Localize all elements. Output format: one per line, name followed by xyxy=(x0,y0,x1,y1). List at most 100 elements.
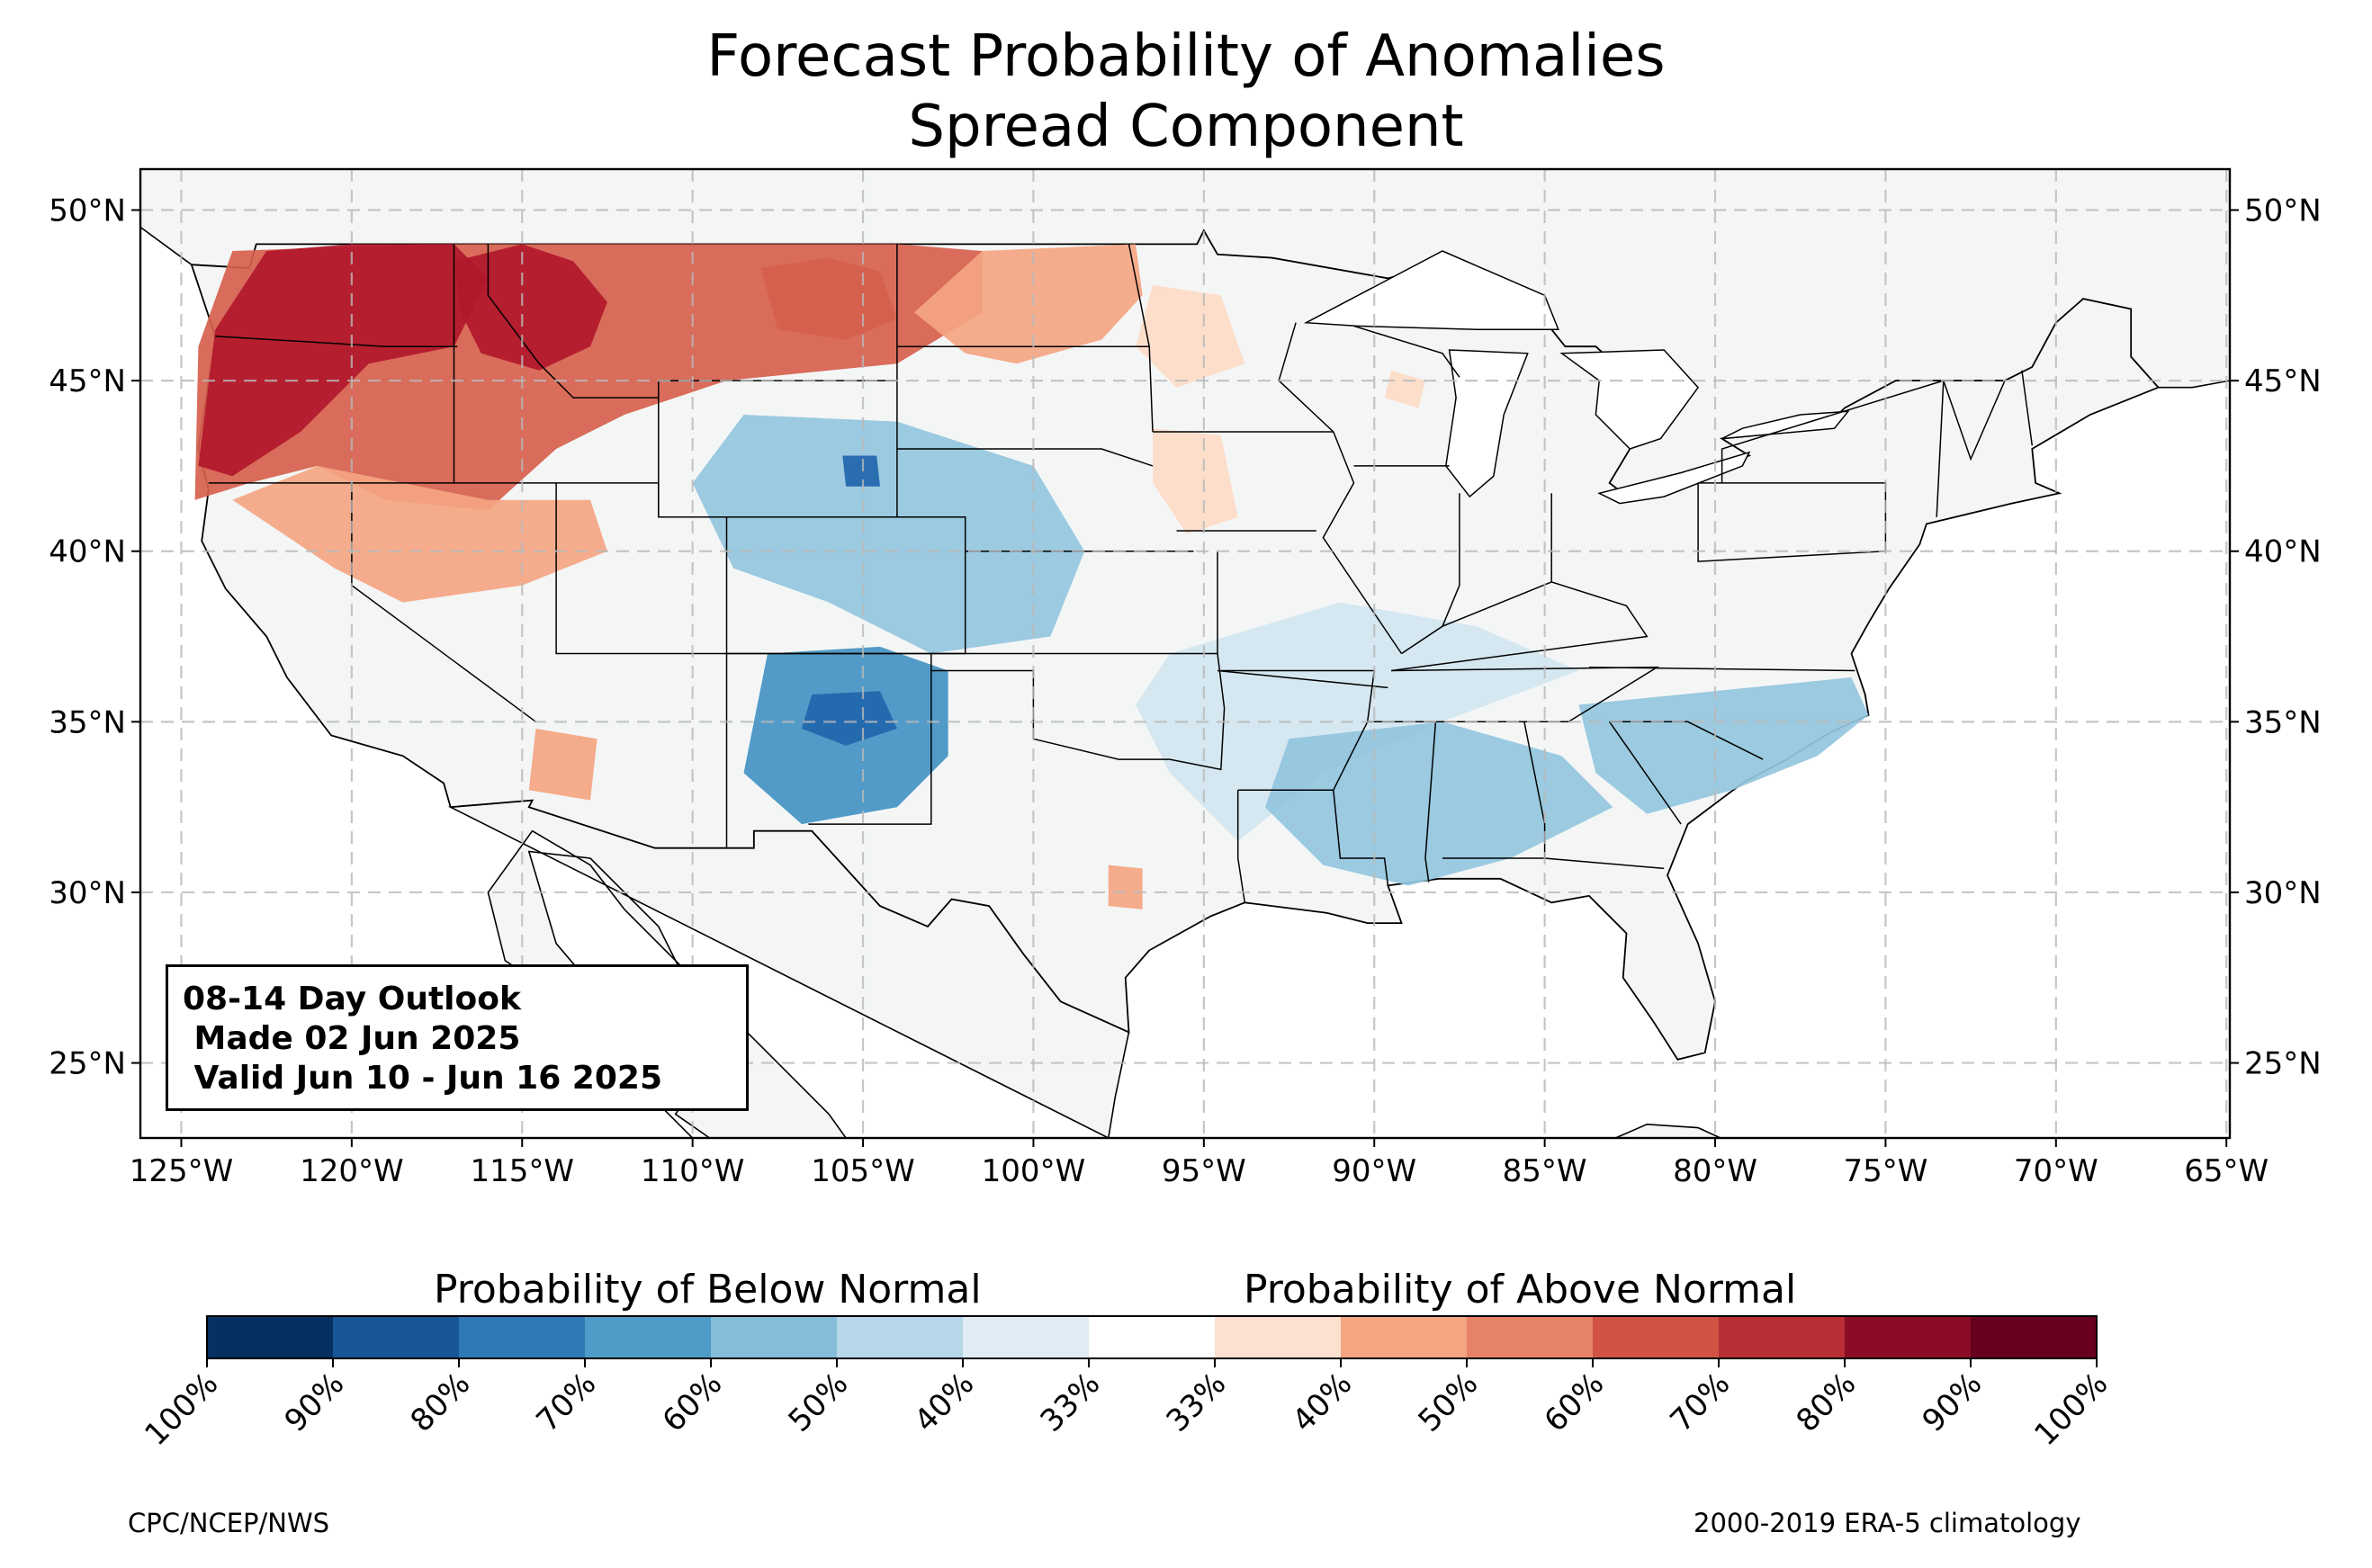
colorbar-segment-3 xyxy=(585,1316,712,1358)
lake-ontario xyxy=(1721,410,1850,440)
plot-frame xyxy=(139,167,2232,1140)
lon-tick-label: 125°W xyxy=(130,1153,234,1189)
colorbar-tick-label: 100% xyxy=(2027,1366,2115,1453)
lon-tick-label: 75°W xyxy=(1843,1153,1927,1189)
colorbar-tick-label: 33% xyxy=(1034,1366,1108,1439)
colorbar-tick-label: 50% xyxy=(782,1366,856,1439)
colorbar-frame xyxy=(206,1315,2098,1359)
colorbar-tick-label: 90% xyxy=(1916,1366,1990,1439)
lake-superior xyxy=(1303,250,1559,330)
lat-tick-label-right: 30°N xyxy=(2244,875,2322,911)
above-region-idaho-montana-core xyxy=(454,244,607,371)
lon-tick-label: 80°W xyxy=(1673,1153,1757,1189)
below-region-wyoming-core xyxy=(842,455,880,487)
colorbar-tick-label: 100% xyxy=(138,1366,225,1453)
outlook-period: 08-14 Day Outlook xyxy=(183,981,521,1017)
border-nm-tx xyxy=(808,653,932,825)
lon-tick-label: 115°W xyxy=(470,1153,574,1189)
colorbar-segment-6 xyxy=(963,1316,1090,1358)
colorbar-tick-label: 50% xyxy=(1412,1366,1486,1439)
above-region-upper-midwest xyxy=(1136,284,1245,388)
border-me-nh xyxy=(2021,370,2034,446)
colorbar-tick-label: 33% xyxy=(1160,1366,1234,1439)
lake-erie xyxy=(1597,451,1751,505)
map-layers xyxy=(140,169,2230,1138)
lat-tick-label-left: 45°N xyxy=(49,363,126,399)
outlook-valid-range: Valid Jun 10 - Jun 16 2025 xyxy=(183,1060,663,1097)
border-vt xyxy=(1943,380,2006,461)
colorbar-segment-9 xyxy=(1341,1316,1468,1358)
colorbar-tick-label: 60% xyxy=(656,1366,730,1439)
footer-climatology: 2000-2019 ERA-5 climatology xyxy=(1694,1508,2081,1538)
below-region-carolinas xyxy=(1578,677,1869,814)
colorbar-tick-label: 60% xyxy=(1538,1366,1612,1439)
lake-huron xyxy=(1559,349,1700,450)
border-ny xyxy=(1721,380,1945,517)
border-ky xyxy=(1391,581,1649,672)
lat-tick-label-left: 25°N xyxy=(49,1046,126,1082)
colorbar-above-label: Probability of Above Normal xyxy=(1244,1267,1797,1313)
colorbar-segment-8 xyxy=(1215,1316,1342,1358)
colorbar-tick-label: 90% xyxy=(278,1366,352,1439)
lon-tick-label: 100°W xyxy=(982,1153,1086,1189)
cuba-land xyxy=(1613,1123,1722,1138)
above-region-great-basin xyxy=(232,465,607,603)
lat-tick-label-left: 50°N xyxy=(49,193,126,229)
above-region-pacific-northwest-core xyxy=(198,244,489,477)
lat-tick-label-right: 25°N xyxy=(2244,1046,2322,1082)
colorbar-segment-2 xyxy=(459,1316,586,1358)
below-region-wyoming-colorado xyxy=(692,415,1085,654)
border-la xyxy=(1236,790,1246,903)
colorbar-below-label: Probability of Below Normal xyxy=(434,1267,982,1313)
above-region-south-texas xyxy=(1108,865,1143,909)
colorbar-segment-10 xyxy=(1467,1316,1594,1358)
outlook-made-date: Made 02 Jun 2025 xyxy=(183,1020,521,1057)
above-region-iowa-area xyxy=(1153,428,1238,534)
lat-tick-label-right: 45°N xyxy=(2244,363,2322,399)
colorbar-segment-13 xyxy=(1845,1316,1972,1358)
border-il-ia xyxy=(1322,431,1403,654)
chart-subtitle: Spread Component xyxy=(908,94,1464,160)
border-ga-sc xyxy=(1608,721,1682,825)
border-ut xyxy=(555,482,727,655)
lon-tick-label: 90°W xyxy=(1332,1153,1416,1189)
lon-tick-label: 85°W xyxy=(1503,1153,1587,1189)
border-wi-mi xyxy=(1353,325,1460,378)
below-region-new-mexico-core xyxy=(801,691,897,746)
colorbar-segment-1 xyxy=(333,1316,460,1358)
lon-tick-label: 110°W xyxy=(641,1153,745,1189)
border-wa-or xyxy=(215,336,458,347)
chart-title: Forecast Probability of Anomalies xyxy=(706,23,1666,90)
lat-tick-label-right: 50°N xyxy=(2244,193,2322,229)
lat-tick-label-left: 30°N xyxy=(49,875,126,911)
lon-tick-label: 105°W xyxy=(811,1153,915,1189)
border-va-nc xyxy=(1588,666,1855,672)
above-region-southern-arizona xyxy=(528,728,597,801)
colorbar-segment-14 xyxy=(1971,1316,2098,1358)
lake-michigan xyxy=(1445,349,1529,498)
below-region-mid-mississippi xyxy=(1136,602,1579,842)
lon-tick-label: 70°W xyxy=(2014,1153,2098,1189)
border-sd-ne xyxy=(896,448,1154,467)
border-ms xyxy=(1333,790,1389,886)
colorbar-tick-label: 80% xyxy=(404,1366,478,1439)
colorbar-tick-label: 70% xyxy=(530,1366,604,1439)
border-dakotas-east xyxy=(1128,244,1154,433)
border-il-in xyxy=(1442,493,1460,627)
border-ms-al xyxy=(1424,721,1437,883)
lat-tick-label-left: 35°N xyxy=(49,704,126,740)
colorbar-segment-4 xyxy=(711,1316,838,1358)
lat-tick-label-right: 40°N xyxy=(2244,534,2322,570)
above-region-northern-plains xyxy=(913,244,1143,364)
outlook-info-box: 08-14 Day Outlook Made 02 Jun 2025 Valid… xyxy=(166,964,749,1111)
colorbar-tick-label: 70% xyxy=(1664,1366,1738,1439)
below-region-deep-south xyxy=(1265,721,1613,886)
colorbar-tick-label: 40% xyxy=(908,1366,982,1439)
colorbar-segment-0 xyxy=(207,1316,334,1358)
lon-tick-label: 120°W xyxy=(300,1153,404,1189)
colorbar-tick-label: 40% xyxy=(1286,1366,1360,1439)
lon-tick-label: 95°W xyxy=(1162,1153,1246,1189)
lat-tick-label-left: 40°N xyxy=(49,534,126,570)
border-ar-mo xyxy=(1217,669,1388,689)
